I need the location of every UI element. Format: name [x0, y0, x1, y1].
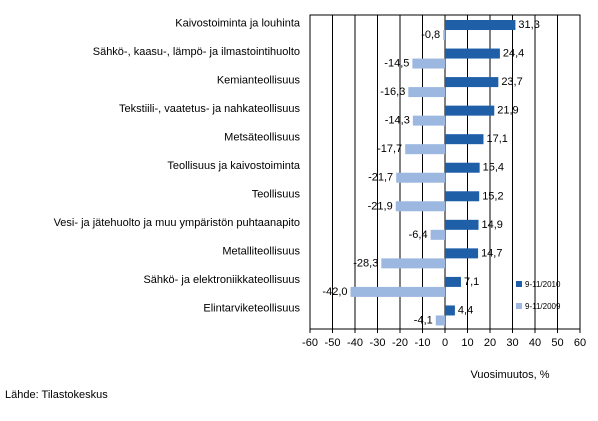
bar [412, 115, 445, 126]
category-label: Kemianteollisuus [217, 74, 301, 86]
legend-label: 9-11/2009 [525, 302, 561, 311]
data-label: 15,4 [483, 162, 504, 174]
bar [445, 191, 480, 202]
bar [350, 286, 445, 297]
bar [445, 105, 495, 116]
data-label: 4,4 [458, 304, 473, 316]
legend: 9-11/2010 9-11/2009 [516, 280, 561, 311]
category-label: Metalliteollisuus [222, 246, 300, 258]
data-label: 14,9 [482, 219, 503, 231]
bar [445, 248, 479, 259]
bar [445, 219, 479, 230]
data-label: 7,1 [464, 276, 479, 288]
x-tick-label: 60 [574, 337, 586, 349]
data-label: -6,4 [409, 229, 428, 241]
bar [445, 162, 480, 173]
data-label: 21,9 [497, 105, 518, 117]
bar [445, 77, 499, 88]
gridlines [309, 14, 581, 330]
category-label: Sähkö-, kaasu-, lämpö- ja ilmastointihuo… [93, 46, 300, 58]
category-label: Vesi- ja jätehuolto ja muu ympäristön pu… [54, 217, 300, 229]
x-tick-label: 20 [484, 337, 496, 349]
x-tick-label: -20 [392, 337, 408, 349]
category-label: Teollisuus ja kaivostoiminta [167, 160, 301, 172]
bar [445, 20, 516, 30]
x-axis: -60 -50 -40 -30 -20 -10 0 10 20 30 40 50 60 [302, 329, 586, 349]
bar [445, 276, 461, 287]
data-label: -28,3 [353, 257, 378, 269]
data-label: -42,0 [322, 286, 347, 298]
x-tick-label: -60 [302, 337, 318, 349]
data-label: -21,9 [368, 200, 393, 212]
data-label: -17,7 [377, 143, 402, 155]
bar [381, 258, 445, 269]
bar [445, 48, 500, 59]
bar [430, 229, 445, 240]
x-tick-label: 10 [461, 337, 473, 349]
data-label: 24,4 [503, 48, 524, 60]
data-label: -21,7 [368, 172, 393, 184]
bar [405, 144, 445, 155]
x-tick-label: 30 [506, 337, 518, 349]
x-tick-label: 50 [551, 337, 563, 349]
data-label: -14,3 [385, 115, 410, 127]
data-label: 15,2 [482, 190, 503, 202]
data-label: 17,1 [486, 133, 507, 145]
legend-label: 9-11/2010 [525, 280, 561, 289]
data-label: 31,3 [518, 19, 539, 31]
bars [350, 20, 516, 326]
source-note: Lähde: Tilastokeskus [5, 389, 108, 401]
x-tick-label: 40 [529, 337, 541, 349]
data-labels: 31,3 -0,8 24,4 -14,5 23,7 -16,3 21,9 -14,3 17,1 -… [322, 19, 539, 326]
category-label: Kaivostoiminta ja louhinta [175, 17, 301, 29]
bar [396, 172, 445, 183]
data-label: 23,7 [501, 76, 522, 88]
x-tick-label: 0 [442, 337, 448, 349]
x-tick-label: -40 [347, 337, 363, 349]
bar [435, 315, 445, 326]
x-tick-label: -30 [370, 337, 386, 349]
legend-swatch [516, 303, 522, 309]
data-label: -16,3 [380, 86, 405, 98]
data-label: -14,5 [384, 58, 409, 70]
legend-swatch [516, 281, 522, 287]
category-label: Tekstiili-, vaatetus- ja nahkateollisuus [119, 103, 300, 115]
bar [395, 201, 445, 212]
x-tick-label: -50 [325, 337, 341, 349]
x-tick-label: -10 [415, 337, 431, 349]
category-label: Teollisuus [252, 189, 301, 201]
bar [408, 87, 445, 98]
bar [445, 134, 484, 145]
category-label: Sähkö- ja elektroniikkateollisuus [143, 274, 300, 286]
data-label: -0,8 [421, 29, 440, 41]
data-label: -4,1 [414, 314, 433, 326]
category-label: Metsäteollisuus [224, 131, 300, 143]
data-label: 14,7 [481, 247, 502, 259]
bar [445, 305, 455, 316]
bar [412, 58, 445, 69]
bar [443, 30, 445, 40]
category-labels: Kaivostoiminta ja louhinta Sähkö-, kaasu-… [54, 17, 301, 314]
x-axis-label: Vuosimuutos, % [470, 369, 549, 381]
category-label: Elintarviketeollisuus [203, 303, 300, 315]
